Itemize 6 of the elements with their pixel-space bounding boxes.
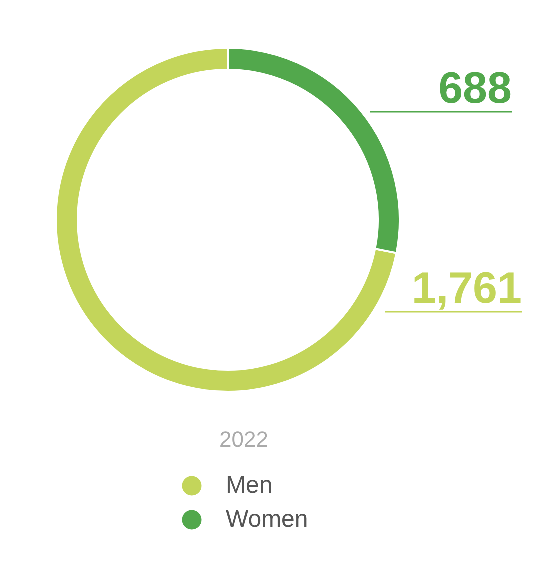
legend-label: Men <box>226 472 273 499</box>
legend-label: Women <box>226 506 308 533</box>
donut-slice <box>55 47 398 393</box>
data-label: 1,761 <box>412 264 522 313</box>
legend-title: 2022 <box>220 427 268 452</box>
data-label: 688 <box>438 64 512 113</box>
